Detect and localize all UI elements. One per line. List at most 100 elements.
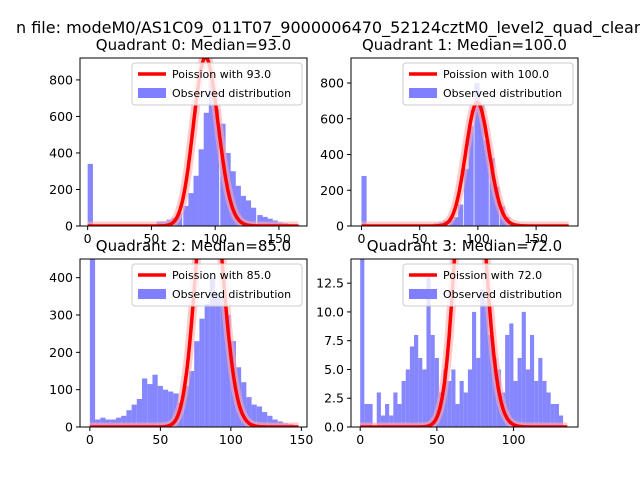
histogram-bar <box>558 415 564 427</box>
quadrant-2-axes: 0 50 100 150 0 100 200 300 400 Quadrant 2: Median… <box>49 237 313 447</box>
quadrant-0-title: Quadrant 0: Median=93.0 <box>96 36 291 54</box>
histogram-bar <box>418 357 423 427</box>
histogram-bar <box>204 303 210 427</box>
legend-observed-swatch <box>138 88 166 98</box>
legend-observed-swatch <box>138 289 166 299</box>
x-tick-label: 100 <box>203 231 227 246</box>
y-tick-label: 400 <box>320 147 344 162</box>
histogram-bar <box>451 369 456 427</box>
histogram-bar <box>361 175 367 226</box>
legend-box <box>402 62 574 106</box>
y-tick-label: 0.0 <box>324 420 344 435</box>
histogram-bar <box>476 357 481 427</box>
legend-box <box>131 62 303 106</box>
histogram-bar <box>208 81 215 226</box>
histogram-bar <box>422 369 427 427</box>
histogram-bar <box>513 380 518 427</box>
poisson-curve <box>360 100 570 226</box>
y-tick-label: 7.5 <box>324 333 344 348</box>
histogram-bar <box>509 323 514 427</box>
x-tick-label: 0 <box>356 432 364 447</box>
histogram-bar <box>136 399 143 427</box>
figure-suptitle: n file: modeM0/AS1C09_011T07_9000006470_… <box>16 18 640 38</box>
y-tick-label: 300 <box>49 308 73 323</box>
histogram-bar <box>364 403 369 427</box>
x-tick-label: 50 <box>143 231 159 246</box>
histogram-bar <box>225 315 231 427</box>
histogram-bar <box>267 415 273 427</box>
x-tick-label: 50 <box>152 432 168 447</box>
x-tick-label: 100 <box>466 231 490 246</box>
histogram-bar <box>521 311 526 427</box>
histogram-bar <box>538 357 543 427</box>
x-tick-label: 50 <box>429 432 445 447</box>
y-tick-label: 800 <box>320 76 344 91</box>
histogram-bar <box>534 380 539 427</box>
quadrant-3-axes: 0 50 100 0.0 2.5 5.0 7.5 10.0 12.5 Quadrant 3: Me… <box>316 237 579 447</box>
histogram-bar <box>459 380 464 427</box>
histogram-bar <box>376 392 381 427</box>
histogram-bar <box>126 410 132 427</box>
y-tick-label: 800 <box>49 72 73 87</box>
histogram-bar <box>385 403 390 427</box>
histogram-bar <box>235 185 241 226</box>
histogram-bar <box>467 369 473 427</box>
x-tick-label: 100 <box>502 432 526 447</box>
y-tick-label: 12.5 <box>316 276 344 291</box>
y-tick-label: 2.5 <box>324 391 344 406</box>
quadrant-3-frame <box>350 258 579 428</box>
quadrant-1-title: Quadrant 1: Median=100.0 <box>362 36 567 54</box>
histogram-bar <box>250 207 257 226</box>
y-tick-label: 200 <box>49 182 73 197</box>
x-tick-label: 150 <box>289 432 313 447</box>
y-tick-label: 100 <box>49 382 73 397</box>
histogram-bar <box>203 112 209 226</box>
histogram-bar <box>525 369 530 427</box>
histogram-bar <box>455 403 460 427</box>
histogram-bar <box>142 378 148 427</box>
y-tick-label: 400 <box>49 270 73 285</box>
histogram-bar <box>131 404 137 427</box>
histogram-bar <box>168 391 174 427</box>
histogram-bar <box>434 357 439 427</box>
histogram-bar <box>430 334 435 427</box>
quadrant-0-legend: Poission with 93.0 Observed distribution <box>131 62 303 106</box>
histogram-bar <box>251 404 257 427</box>
y-tick-label: 0 <box>65 420 73 435</box>
histogram-bar <box>405 369 410 427</box>
legend-poisson-label: Poission with 100.0 <box>443 68 549 81</box>
quadrant-3-legend: Poission with 72.0 Observed distribution <box>402 263 574 307</box>
legend-poisson-label: Poission with 93.0 <box>172 68 271 81</box>
quadrant-0-axes: 0 50 100 150 0 200 400 600 800 Quadrant 0: Median… <box>49 36 308 246</box>
histogram-bar <box>554 403 559 427</box>
histogram-bar <box>147 384 153 427</box>
legend-observed-swatch <box>409 88 437 98</box>
histogram-bar <box>453 217 459 226</box>
histogram-bar <box>401 380 406 427</box>
y-tick-label: 200 <box>320 183 344 198</box>
quadrant-1-axes: 0 50 100 150 0 200 400 600 800 Quadrant 1: Median… <box>320 36 579 246</box>
histogram-bar <box>121 415 127 427</box>
histogram-bar <box>246 397 252 427</box>
histogram-bar <box>183 205 189 226</box>
histogram-bar <box>194 341 200 427</box>
histogram-bar <box>463 168 470 226</box>
histogram-bar <box>389 415 394 427</box>
histogram-bar <box>488 334 493 427</box>
histogram-bar <box>199 318 205 427</box>
quadrant-2-legend: Poission with 85.0 Observed distribution <box>131 263 303 307</box>
y-tick-label: 600 <box>320 111 344 126</box>
poisson-curve <box>86 58 300 226</box>
y-tick-label: 0 <box>65 219 73 234</box>
histogram-bar <box>397 403 402 427</box>
histogram-bar <box>240 195 246 226</box>
histogram-bar <box>529 334 535 427</box>
legend-box <box>131 263 303 307</box>
histogram-bar <box>546 392 551 427</box>
quadrant-0-frame <box>79 57 308 227</box>
histogram-bar <box>380 415 386 427</box>
histogram-bar <box>262 412 268 427</box>
histogram-bar <box>468 125 474 226</box>
y-tick-label: 400 <box>49 145 73 160</box>
